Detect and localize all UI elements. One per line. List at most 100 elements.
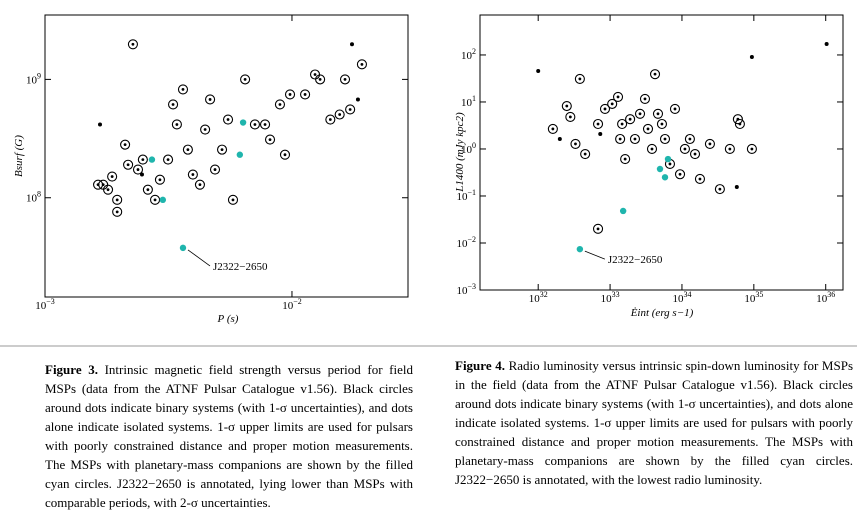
ring	[300, 89, 311, 100]
data-point	[617, 118, 628, 130]
data-point	[345, 104, 356, 115]
ring	[570, 138, 581, 149]
ring	[177, 84, 189, 95]
tick-base: 10	[461, 144, 473, 156]
data-point	[179, 244, 187, 252]
ring	[634, 108, 646, 119]
data-point	[300, 89, 311, 100]
data-point	[625, 114, 636, 125]
filled-dot	[236, 151, 244, 158]
ring	[284, 89, 296, 100]
data-point	[127, 39, 138, 50]
data-point	[112, 194, 123, 205]
data-point	[239, 119, 247, 126]
dot	[139, 172, 144, 177]
dot	[208, 98, 212, 101]
data-point	[749, 54, 754, 59]
ring	[222, 114, 234, 125]
ring	[356, 59, 367, 70]
dot	[596, 227, 600, 231]
data-point	[689, 148, 701, 160]
tick-label: 1032	[529, 290, 548, 305]
dot	[220, 148, 224, 152]
tick-exponent: −1	[467, 188, 476, 197]
data-point	[634, 108, 646, 119]
ring	[684, 133, 695, 145]
dot	[343, 77, 347, 81]
ring	[171, 119, 182, 130]
dot	[263, 123, 267, 126]
dot	[578, 77, 582, 81]
filled-dot	[656, 165, 664, 173]
data-point	[148, 156, 156, 163]
dot	[596, 122, 600, 126]
ring	[339, 74, 351, 85]
data-point	[334, 109, 345, 120]
filled-dot	[576, 245, 584, 253]
tick-base: 10	[529, 293, 541, 305]
dot	[198, 183, 202, 187]
ring	[163, 154, 174, 165]
data-point	[93, 179, 104, 190]
ring	[150, 194, 161, 205]
ring	[724, 143, 735, 155]
tick-base: 10	[35, 300, 47, 312]
data-point	[639, 93, 651, 104]
ring	[580, 148, 591, 160]
data-point	[120, 139, 131, 150]
dot	[213, 168, 217, 171]
dot	[131, 42, 135, 46]
dot	[268, 138, 272, 141]
dot	[708, 142, 712, 146]
caption-text: Radio luminosity versus intrinsic spin-d…	[455, 358, 854, 487]
dot	[348, 108, 352, 111]
ring	[107, 171, 118, 182]
ring	[249, 119, 260, 130]
ring	[592, 118, 604, 130]
ring	[649, 69, 661, 80]
data-point	[205, 94, 216, 105]
plot-frame	[479, 14, 844, 291]
tick-base: 10	[816, 293, 828, 305]
dot	[603, 107, 607, 111]
dot	[683, 147, 687, 151]
data-point	[565, 111, 576, 123]
dot	[126, 163, 130, 167]
dot	[610, 102, 614, 106]
dot	[693, 152, 697, 156]
data-point	[592, 118, 604, 130]
ring	[132, 164, 144, 175]
data-point	[642, 123, 654, 134]
ring	[209, 164, 221, 175]
data-point	[661, 174, 669, 181]
data-point	[325, 114, 336, 125]
dot	[313, 73, 317, 76]
ring	[592, 223, 604, 234]
data-point	[240, 74, 251, 85]
dot	[738, 122, 742, 126]
x-axis-label: Ėint (erg s−1)	[630, 307, 694, 319]
ring	[227, 194, 239, 205]
dot	[328, 118, 332, 121]
data-point	[664, 155, 672, 163]
data-point	[694, 173, 706, 185]
ring	[599, 103, 611, 115]
ring	[216, 144, 228, 155]
data-point	[656, 165, 664, 173]
dot	[646, 127, 650, 131]
data-point	[656, 118, 668, 130]
data-point	[679, 143, 690, 155]
data-point	[580, 148, 591, 160]
dot	[663, 137, 667, 141]
ring	[205, 94, 216, 105]
dot	[574, 142, 577, 146]
tick-base: 10	[672, 293, 684, 305]
data-point	[536, 68, 541, 73]
tick-base: 10	[601, 293, 613, 305]
ring	[561, 100, 572, 112]
tick-label: 1033	[601, 290, 620, 305]
data-point	[216, 144, 228, 155]
annotation: J2322−2650	[213, 261, 268, 273]
dot	[278, 103, 282, 106]
tick-label: 10−2	[456, 235, 476, 250]
